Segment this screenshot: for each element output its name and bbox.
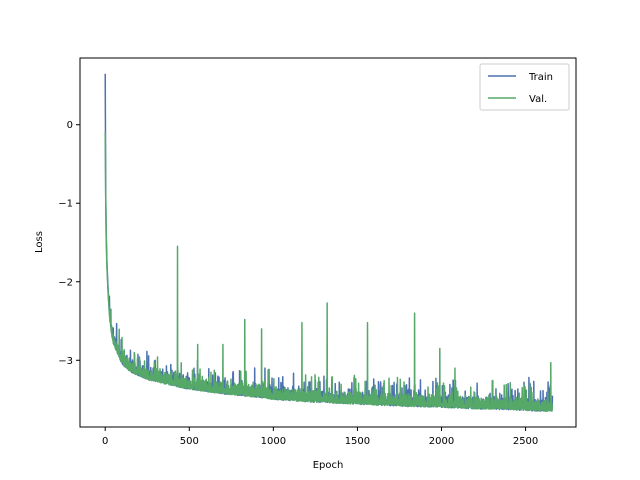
x-tick-label: 2500 (513, 436, 538, 447)
legend: Train Val. (479, 63, 570, 111)
y-tick-label: 0 (67, 120, 73, 131)
x-tick-label: 1000 (261, 436, 286, 447)
y-axis-ticks: 0 −1 −2 −3 (58, 120, 80, 367)
val-loss-line (104, 132, 554, 413)
plot-frame (79, 57, 577, 428)
y-tick-label: −2 (58, 277, 73, 288)
y-tick-label: −1 (58, 199, 73, 210)
plot-lines (104, 73, 554, 413)
x-tick-label: 1500 (345, 436, 370, 447)
x-tick-label: 2000 (429, 436, 454, 447)
x-tick-label: 0 (102, 436, 108, 447)
y-axis-title: Loss (34, 231, 45, 253)
x-axis-ticks: 0 500 1000 1500 2000 2500 (102, 427, 538, 447)
y-tick-label: −3 (58, 356, 73, 367)
x-tick-label: 500 (180, 436, 199, 447)
legend-train-label: Train (528, 72, 553, 83)
legend-val-label: Val. (529, 94, 547, 105)
x-axis-title: Epoch (313, 460, 344, 471)
legend-box (479, 63, 570, 111)
